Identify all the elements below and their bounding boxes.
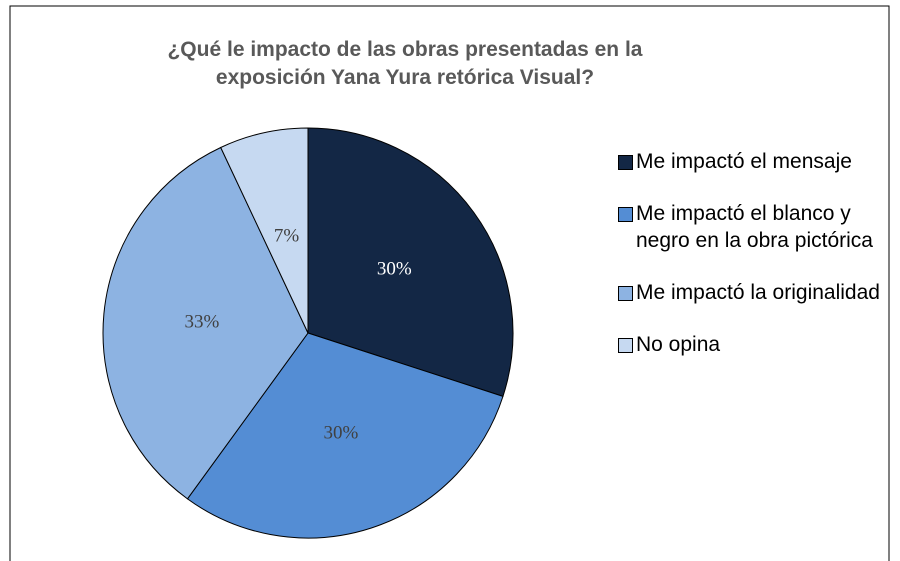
- legend-label: Me impactó la originalidad: [636, 281, 880, 304]
- legend-item: Me impactó la originalidad: [618, 279, 898, 306]
- legend-swatch: [618, 207, 633, 222]
- pie-slice: [102, 146, 309, 500]
- legend-item: No opina: [618, 331, 898, 358]
- pie-slice: [307, 127, 514, 397]
- legend-label: No opina: [636, 333, 721, 356]
- legend: Me impactó el mensaje Me impactó el blanc…: [618, 148, 898, 383]
- legend-item: Me impactó el blanco y negro en la obra …: [618, 200, 898, 254]
- chart-title: ¿Qué le impacto de las obras presentadas…: [167, 38, 643, 89]
- pie-slice: [186, 332, 504, 539]
- data-label: 30%: [377, 259, 412, 280]
- legend-swatch: [618, 286, 633, 301]
- legend-item: Me impactó el mensaje: [618, 148, 898, 175]
- legend-label: Me impactó el blanco y negro en la obra …: [636, 202, 873, 252]
- data-label: 30%: [324, 423, 359, 444]
- frame: [9, 5, 890, 561]
- data-label: 33%: [184, 311, 219, 332]
- legend-label: Me impactó el mensaje: [636, 150, 852, 173]
- pie-slice: [220, 127, 309, 334]
- legend-swatch: [618, 338, 633, 353]
- legend-swatch: [618, 155, 633, 170]
- data-label: 7%: [274, 225, 300, 246]
